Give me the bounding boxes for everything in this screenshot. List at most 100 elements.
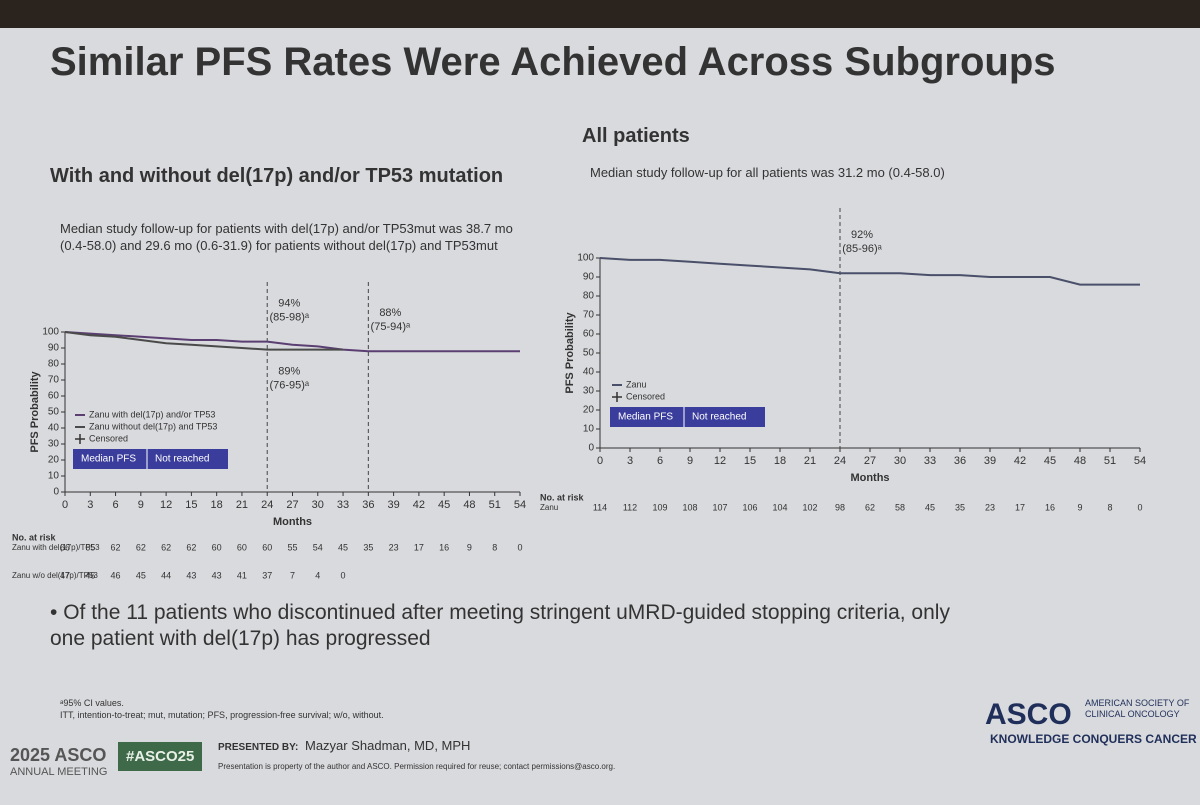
- at-risk-label: Zanu w/o del(17p)/TP53: [12, 571, 98, 580]
- x-tick-label: 21: [236, 499, 248, 511]
- at-risk-count: 46: [111, 570, 121, 580]
- median-value: Not reached: [155, 454, 209, 465]
- x-tick-label: 18: [774, 455, 786, 467]
- annotation-ci: (85-96)ᵃ: [842, 243, 882, 255]
- at-risk-count: 54: [313, 542, 323, 552]
- at-risk-count: 4: [315, 570, 320, 580]
- notice: Presentation is property of the author a…: [218, 762, 616, 771]
- x-tick-label: 36: [362, 499, 374, 511]
- legend-label: Zanu with del(17p) and/or TP53: [89, 409, 215, 419]
- x-tick-label: 9: [687, 455, 693, 467]
- censor-symbol: [75, 434, 85, 444]
- y-tick-label: 30: [48, 439, 60, 450]
- hashtag: #ASCO25: [118, 742, 203, 771]
- at-risk-count: 23: [389, 542, 399, 552]
- x-tick-label: 15: [185, 499, 197, 511]
- x-tick-label: 48: [463, 499, 475, 511]
- at-risk-count: 55: [287, 542, 297, 552]
- at-risk-count: 112: [623, 502, 637, 512]
- x-tick-label: 51: [1104, 455, 1116, 467]
- y-tick-label: 30: [583, 386, 595, 397]
- at-risk-count: 0: [1137, 502, 1142, 512]
- legend-label: Censored: [89, 433, 128, 443]
- y-tick-label: 60: [583, 329, 595, 340]
- x-tick-label: 21: [804, 455, 816, 467]
- main-bullet: • Of the 11 patients who discontinued af…: [50, 601, 950, 650]
- at-risk-count: 109: [652, 502, 667, 512]
- at-risk-count: 62: [136, 542, 146, 552]
- at-risk-count: 60: [212, 542, 222, 552]
- at-risk-count: 46: [85, 570, 95, 580]
- y-tick-label: 60: [48, 391, 60, 402]
- x-tick-label: 36: [954, 455, 966, 467]
- at-risk-count: 16: [439, 542, 449, 552]
- at-risk-count: 35: [955, 502, 965, 512]
- footnote: ᵃ95% CI values.: [60, 698, 124, 708]
- at-risk-count: 37: [262, 570, 272, 580]
- at-risk-count: 43: [186, 570, 196, 580]
- y-tick-label: 90: [583, 272, 595, 283]
- at-risk-count: 43: [212, 570, 222, 580]
- annotation-value: 94%: [278, 298, 300, 310]
- x-tick-label: 3: [627, 455, 633, 467]
- at-risk-count: 104: [772, 502, 787, 512]
- at-risk-count: 62: [186, 542, 196, 552]
- footnote: ITT, intention-to-treat; mut, mutation; …: [60, 710, 384, 720]
- x-tick-label: 33: [337, 499, 349, 511]
- main-bullet-text: Of the 11 patients who discontinued afte…: [50, 601, 950, 650]
- x-tick-label: 12: [714, 455, 726, 467]
- at-risk-count: 66: [60, 542, 70, 552]
- x-tick-label: 54: [514, 499, 526, 511]
- x-tick-label: 0: [597, 455, 603, 467]
- annotation-value: 89%: [278, 366, 300, 378]
- x-tick-label: 42: [1014, 455, 1026, 467]
- right-bullet: Median study follow-up for all patients …: [590, 165, 945, 180]
- at-risk-count: 98: [835, 502, 845, 512]
- at-risk-label: Zanu: [540, 503, 558, 512]
- x-tick-label: 48: [1074, 455, 1086, 467]
- at-risk-count: 9: [1077, 502, 1082, 512]
- x-tick-label: 3: [87, 499, 93, 511]
- x-tick-label: 42: [413, 499, 425, 511]
- at-risk-count: 8: [1107, 502, 1112, 512]
- x-tick-label: 24: [834, 455, 846, 467]
- society: AMERICAN SOCIETY OF CLINICAL ONCOLOGY: [1085, 698, 1190, 719]
- x-tick-label: 27: [286, 499, 298, 511]
- at-risk-count: 102: [802, 502, 817, 512]
- median-value: Not reached: [692, 412, 746, 423]
- legend-label: Zanu: [626, 379, 647, 389]
- x-tick-label: 39: [387, 499, 399, 511]
- survival-curve: [599, 257, 1140, 286]
- at-risk-count: 60: [237, 542, 247, 552]
- y-tick-label: 20: [583, 405, 595, 416]
- meeting-name: ANNUAL MEETING: [10, 766, 108, 778]
- median-box: [610, 407, 765, 427]
- y-tick-label: 10: [583, 424, 595, 435]
- x-tick-label: 0: [62, 499, 68, 511]
- at-risk-count: 45: [338, 542, 348, 552]
- at-risk-count: 0: [341, 570, 346, 580]
- survival-curve: [64, 331, 520, 353]
- right-heading: All patients: [582, 125, 690, 147]
- at-risk-count: 41: [237, 570, 247, 580]
- at-risk-count: 62: [111, 542, 121, 552]
- median-box: [73, 449, 228, 469]
- at-risk-count: 17: [1015, 502, 1025, 512]
- x-axis-label: Months: [850, 472, 889, 484]
- x-tick-label: 45: [438, 499, 450, 511]
- x-tick-label: 12: [160, 499, 172, 511]
- x-tick-label: 24: [261, 499, 273, 511]
- y-tick-label: 100: [577, 253, 594, 264]
- at-risk-count: 45: [925, 502, 935, 512]
- legend-label: Zanu without del(17p) and TP53: [89, 421, 217, 431]
- asco-logo: ASCO: [985, 698, 1072, 731]
- at-risk-count: 106: [742, 502, 757, 512]
- x-tick-label: 30: [312, 499, 324, 511]
- x-tick-label: 45: [1044, 455, 1056, 467]
- at-risk-count: 47: [60, 570, 70, 580]
- at-risk-count: 0: [517, 542, 522, 552]
- slide-title: Similar PFS Rates Were Achieved Across S…: [50, 40, 1056, 84]
- x-axis-label: Months: [273, 516, 312, 528]
